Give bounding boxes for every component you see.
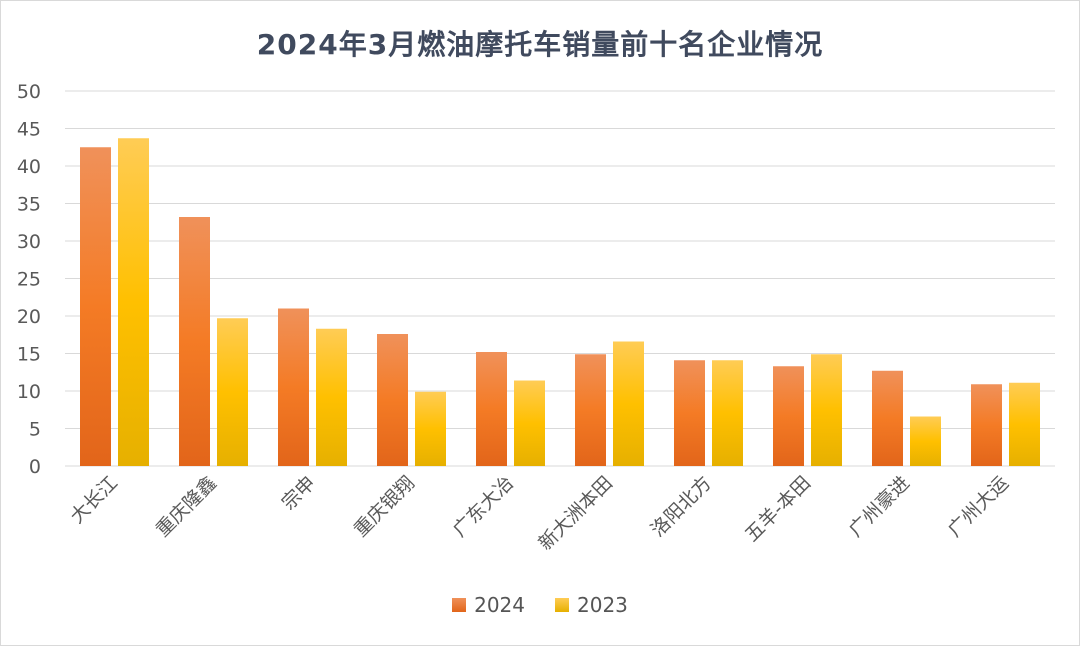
bar-2023-7 — [811, 354, 842, 466]
bar-2024-3 — [377, 334, 408, 466]
bar-2024-7 — [773, 366, 804, 466]
bar-2024-1 — [179, 217, 210, 466]
legend-item-2024: 2024 — [452, 593, 525, 617]
bar-2024-2 — [278, 308, 309, 466]
bar-2023-6 — [712, 360, 743, 466]
x-tick-label: 广东大冶 — [449, 472, 518, 541]
bar-2023-3 — [415, 391, 446, 466]
legend-label-2024: 2024 — [474, 593, 525, 617]
chart-title: 2024年3月燃油摩托车销量前十名企业情况 — [256, 28, 824, 61]
bar-2023-0 — [118, 138, 149, 466]
bar-2023-2 — [316, 328, 347, 466]
x-tick-label: 重庆银翔 — [350, 472, 419, 541]
y-tick-label: 30 — [17, 231, 41, 253]
y-tick-label: 35 — [17, 194, 41, 216]
x-tick-label: 大长江 — [66, 472, 122, 528]
y-tick-label: 40 — [17, 156, 41, 178]
y-tick-label: 15 — [17, 344, 41, 366]
bar-2023-1 — [217, 318, 248, 466]
legend: 2024 2023 — [1, 593, 1079, 617]
bar-2023-4 — [514, 380, 545, 466]
y-tick-label: 20 — [17, 306, 41, 328]
legend-swatch-2024 — [452, 598, 467, 612]
grid-lines — [65, 90, 1055, 467]
y-tick-label: 25 — [17, 269, 41, 291]
y-tick-label: 0 — [29, 456, 41, 478]
bars — [80, 138, 1040, 466]
x-tick-label: 广州大运 — [944, 472, 1013, 541]
bar-2023-9 — [1009, 382, 1040, 466]
x-tick-label: 重庆隆鑫 — [152, 472, 221, 541]
y-tick-label: 10 — [17, 381, 41, 403]
bar-2024-8 — [872, 370, 903, 466]
y-tick-label: 5 — [29, 419, 41, 441]
y-tick-label: 45 — [17, 119, 41, 141]
bar-2024-6 — [674, 360, 705, 466]
x-tick-label: 广州豪进 — [845, 472, 914, 541]
y-tick-label: 50 — [17, 81, 41, 103]
bar-2024-5 — [575, 354, 606, 466]
legend-item-2023: 2023 — [555, 593, 628, 617]
bar-2024-9 — [971, 384, 1002, 466]
x-tick-label: 五羊-本田 — [741, 472, 815, 546]
bar-2024-4 — [476, 352, 507, 466]
bar-2023-5 — [613, 341, 644, 466]
legend-swatch-2023 — [555, 598, 569, 612]
y-axis-ticks: 0 5 10 15 20 25 30 35 40 45 50 — [17, 81, 41, 478]
x-tick-label: 新大洲本田 — [534, 472, 617, 555]
legend-label-2023: 2023 — [577, 593, 628, 617]
x-axis-ticks: 大长江 重庆隆鑫 宗申 重庆银翔 广东大冶 新大洲本田 洛阳北方 五羊-本田 广州豪进 广州大运 — [66, 472, 1013, 555]
x-tick-label: 宗申 — [278, 472, 320, 514]
x-tick-label: 洛阳北方 — [647, 472, 716, 541]
bar-2023-8 — [910, 416, 941, 466]
bar-2024-0 — [80, 147, 111, 466]
